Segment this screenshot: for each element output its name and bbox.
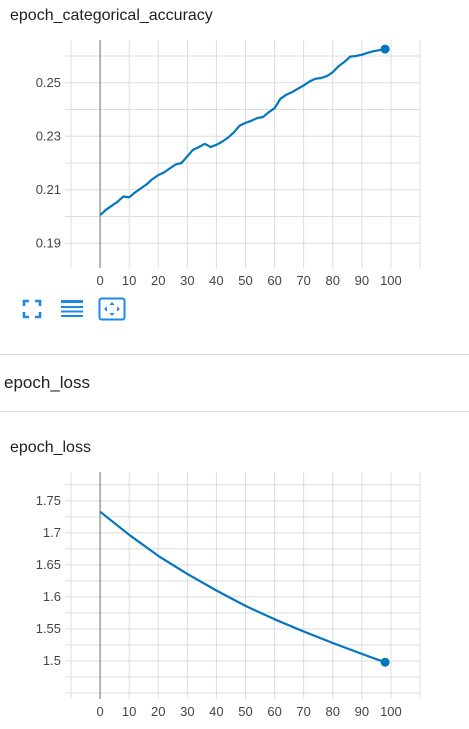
accuracy-x-tick-label: 0	[96, 273, 103, 288]
accuracy-chart-title: epoch_categorical_accuracy	[10, 7, 213, 24]
accuracy-x-tick-label: 30	[180, 273, 194, 288]
loss-y-tick-label: 1.65	[36, 557, 61, 572]
accuracy-x-tick-label: 100	[380, 273, 402, 288]
accuracy-x-tick-label: 90	[355, 273, 369, 288]
loss-y-tick-label: 1.55	[36, 621, 61, 636]
loss-y-tick-label: 1.6	[43, 589, 61, 604]
accuracy-series-line	[99, 48, 386, 217]
fullscreen-button[interactable]	[18, 296, 46, 322]
loss-y-tick-label: 1.5	[43, 653, 61, 668]
accuracy-y-tick-label: 0.25	[36, 75, 61, 90]
loss-x-tick-label: 90	[355, 704, 369, 719]
section-divider	[0, 354, 469, 355]
accuracy-x-tick-label: 60	[267, 273, 281, 288]
fullscreen-icon	[22, 299, 42, 319]
loss-x-tick-label: 30	[180, 704, 194, 719]
loss-x-tick-label: 10	[122, 704, 136, 719]
section-divider	[0, 411, 469, 412]
section-title[interactable]: epoch_loss	[4, 373, 91, 392]
accuracy-y-tick-label: 0.23	[36, 128, 61, 143]
accuracy-x-tick-label: 70	[296, 273, 310, 288]
toggle-data-table-button[interactable]	[58, 296, 86, 322]
loss-y-tick-label: 1.75	[36, 493, 61, 508]
chart-toolbar	[18, 296, 126, 322]
loss-x-tick-label: 50	[238, 704, 252, 719]
accuracy-y-tick-label: 0.21	[36, 182, 61, 197]
accuracy-y-tick-label: 0.19	[36, 235, 61, 250]
loss-x-tick-label: 80	[326, 704, 340, 719]
fit-domain-button[interactable]	[98, 296, 126, 322]
loss-x-tick-label: 20	[151, 704, 165, 719]
loss-x-tick-label: 0	[96, 704, 103, 719]
fit-domain-icon	[98, 297, 126, 321]
accuracy-x-tick-label: 80	[326, 273, 340, 288]
accuracy-x-tick-label: 50	[238, 273, 252, 288]
loss-x-tick-label: 100	[380, 704, 402, 719]
accuracy-x-tick-label: 40	[209, 273, 223, 288]
accuracy-last-point	[380, 44, 390, 54]
loss-x-tick-label: 40	[209, 704, 223, 719]
loss-last-point	[380, 657, 390, 667]
data-table-icon	[61, 300, 83, 317]
loss-y-tick-label: 1.7	[43, 525, 61, 540]
loss-chart-title: epoch_loss	[10, 439, 91, 456]
accuracy-x-tick-label: 20	[151, 273, 165, 288]
loss-x-tick-label: 70	[296, 704, 310, 719]
loss-x-tick-label: 60	[267, 704, 281, 719]
accuracy-x-tick-label: 10	[122, 273, 136, 288]
loss-series-line	[99, 510, 386, 664]
accuracy-chart: 0.19 0.21 0.23 0.25 0 10 20 30 40 50 60 70 80 90 100	[36, 40, 421, 288]
